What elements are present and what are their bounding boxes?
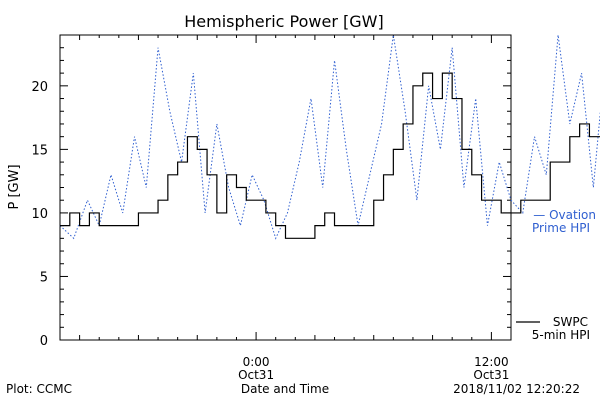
plot-credit-label: Plot: CCMC (6, 382, 72, 396)
y-tick-label: 15 (31, 143, 48, 158)
legend-label-swpc: SWPC (553, 315, 588, 329)
plot-frame (59, 34, 512, 341)
x-axis-label: Date and Time (241, 382, 329, 396)
y-axis-ticks: 0 5 10 15 20 (31, 34, 511, 349)
y-tick-label: 5 (40, 270, 48, 285)
y-tick-label: 20 (31, 80, 48, 95)
x-tick-label-date: Oct31 (238, 368, 274, 382)
x-tick-label-time: 12:00 (474, 355, 509, 369)
legend-label-ovation-sub: Prime HPI (532, 221, 590, 235)
y-axis-label: P [GW] (7, 164, 22, 209)
y-tick-label: 0 (40, 334, 48, 349)
y-tick-label: 10 (31, 207, 48, 222)
series-line-swpc (60, 72, 600, 239)
series-line-ovation (59, 34, 600, 240)
series-layer (59, 34, 600, 240)
x-tick-label-date: Oct31 (473, 368, 509, 382)
chart-title: Hemispheric Power [GW] (184, 12, 383, 31)
legend-label-swpc-sub: 5-min HPI (532, 328, 590, 342)
legend-label-ovation: — Ovation (533, 208, 596, 222)
x-tick-label-time: 0:00 (243, 355, 270, 369)
plot-timestamp: 2018/11/02 12:20:22 (453, 382, 580, 396)
